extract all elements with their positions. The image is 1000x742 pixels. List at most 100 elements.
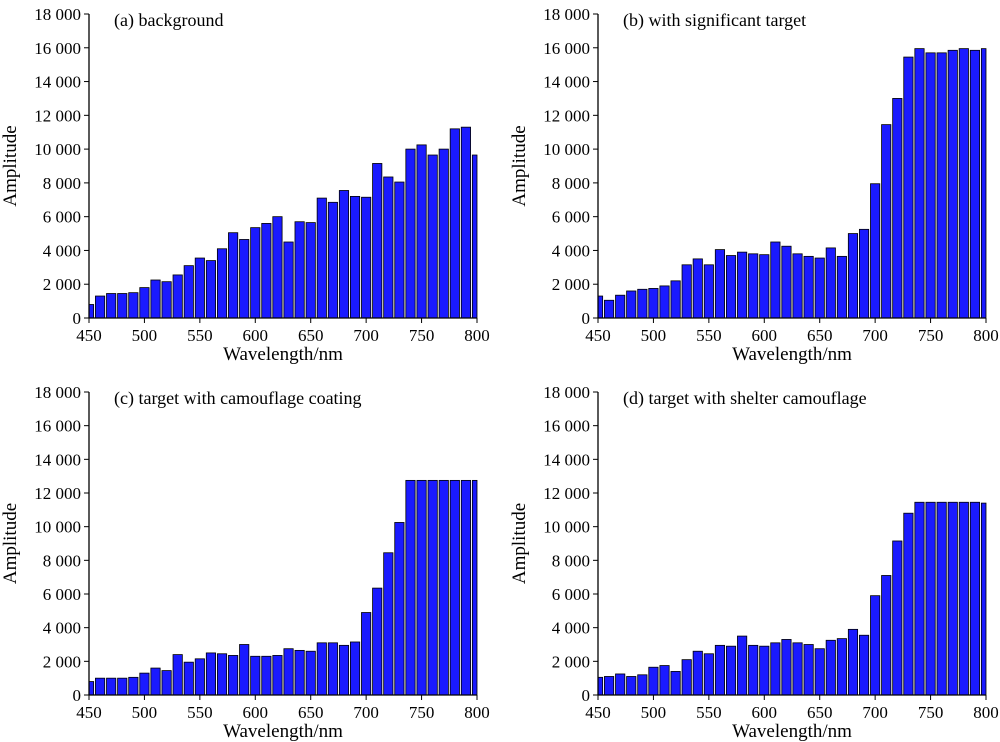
bar-b-570 [725, 255, 737, 319]
bar-d-550 [703, 653, 714, 696]
x-axis-title: Wavelength/nm [732, 344, 852, 365]
bar-b-660 [825, 247, 836, 319]
bar-a-590 [239, 239, 250, 319]
x-tick-label: 800 [464, 703, 490, 722]
bar-d-710 [881, 575, 892, 696]
y-tick-label: 2 000 [552, 275, 590, 294]
bar-b-610 [770, 241, 781, 319]
bar-c-580 [228, 655, 239, 696]
bar-c-760 [427, 479, 438, 696]
bar-a-500 [139, 287, 150, 319]
y-tick-label: 8 000 [552, 174, 590, 193]
bar-c-740 [405, 479, 416, 696]
y-tick-label: 6 000 [43, 585, 81, 604]
y-tick-label: 12 000 [543, 106, 590, 125]
panel-title: (d) target with shelter camouflage [623, 388, 867, 409]
x-tick-label: 700 [862, 326, 888, 345]
bar-d-780 [958, 501, 969, 696]
y-tick-label: 0 [73, 309, 82, 328]
y-tick-label: 0 [582, 686, 591, 705]
y-tick-label: 12 000 [543, 484, 590, 503]
y-tick-label: 18 000 [543, 383, 590, 402]
bar-d-560 [714, 644, 725, 696]
bar-a-740 [405, 148, 416, 319]
bar-b-740 [914, 48, 925, 319]
y-tick-label: 4 000 [43, 241, 81, 260]
bar-d-650 [814, 648, 825, 696]
bar-c-750 [416, 479, 427, 696]
bar-b-800 [980, 48, 987, 319]
bar-d-740 [914, 501, 925, 696]
bar-b-690 [859, 228, 870, 319]
y-tick-label: 16 000 [34, 39, 81, 58]
y-tick-label: 6 000 [43, 208, 81, 227]
x-tick-label: 750 [409, 703, 435, 722]
bar-b-760 [936, 52, 947, 319]
bar-a-660 [316, 197, 327, 319]
bar-b-540 [692, 258, 703, 319]
bar-a-750 [416, 144, 427, 319]
bar-d-770 [947, 501, 958, 696]
x-tick-label: 750 [918, 703, 944, 722]
bar-d-730 [903, 512, 914, 696]
x-tick-label: 600 [243, 703, 269, 722]
x-tick-label: 750 [918, 326, 944, 345]
bar-a-540 [183, 265, 194, 319]
bar-d-510 [659, 665, 670, 696]
bar-b-450 [597, 295, 604, 319]
y-tick-label: 6 000 [552, 208, 590, 227]
bar-c-450 [88, 681, 95, 696]
bar-c-690 [349, 641, 361, 696]
bar-d-690 [859, 634, 870, 696]
y-tick-label: 14 000 [34, 450, 81, 469]
panel-title: (a) background [114, 10, 223, 31]
bar-a-800 [471, 154, 478, 319]
y-tick-label: 14 000 [34, 73, 81, 92]
bar-d-500 [648, 666, 659, 696]
bar-d-460 [604, 676, 615, 696]
x-tick-label: 650 [298, 326, 324, 345]
bar-c-600 [250, 655, 261, 696]
x-tick-label: 750 [409, 326, 435, 345]
bar-b-700 [870, 183, 881, 319]
x-axis-title: Wavelength/nm [223, 721, 343, 742]
bar-d-450 [597, 676, 604, 696]
y-tick-label: 18 000 [34, 383, 81, 402]
bar-c-620 [272, 655, 283, 696]
x-tick-label: 800 [973, 326, 999, 345]
x-tick-label: 500 [641, 703, 667, 722]
bar-d-610 [770, 642, 781, 696]
bar-c-530 [172, 654, 183, 696]
x-tick-label: 700 [353, 703, 379, 722]
bar-a-760 [427, 154, 438, 319]
bar-a-780 [449, 128, 460, 319]
bar-d-540 [692, 650, 703, 696]
bar-b-750 [925, 52, 936, 319]
bar-c-780 [449, 479, 460, 696]
bar-d-790 [969, 501, 980, 696]
bar-d-600 [759, 645, 770, 696]
x-tick-label: 650 [298, 703, 324, 722]
bar-d-670 [836, 638, 847, 696]
y-tick-label: 4 000 [552, 619, 590, 638]
y-tick-label: 18 000 [543, 5, 590, 24]
bar-a-640 [294, 221, 305, 319]
x-tick-label: 600 [243, 326, 269, 345]
bar-d-660 [825, 639, 836, 696]
bar-c-470 [106, 677, 117, 696]
bar-a-530 [172, 274, 183, 319]
bar-c-460 [95, 677, 106, 696]
y-tick-label: 14 000 [543, 450, 590, 469]
bar-d-800 [980, 502, 987, 696]
bar-d-580 [737, 635, 748, 696]
bar-c-670 [327, 642, 338, 696]
y-tick-label: 10 000 [34, 140, 81, 159]
bar-c-500 [139, 672, 150, 696]
bar-b-510 [659, 285, 670, 319]
bar-c-800 [471, 479, 478, 696]
bar-d-520 [670, 671, 681, 696]
bar-c-680 [338, 644, 350, 696]
bar-a-710 [372, 163, 383, 319]
bar-b-560 [714, 249, 725, 319]
